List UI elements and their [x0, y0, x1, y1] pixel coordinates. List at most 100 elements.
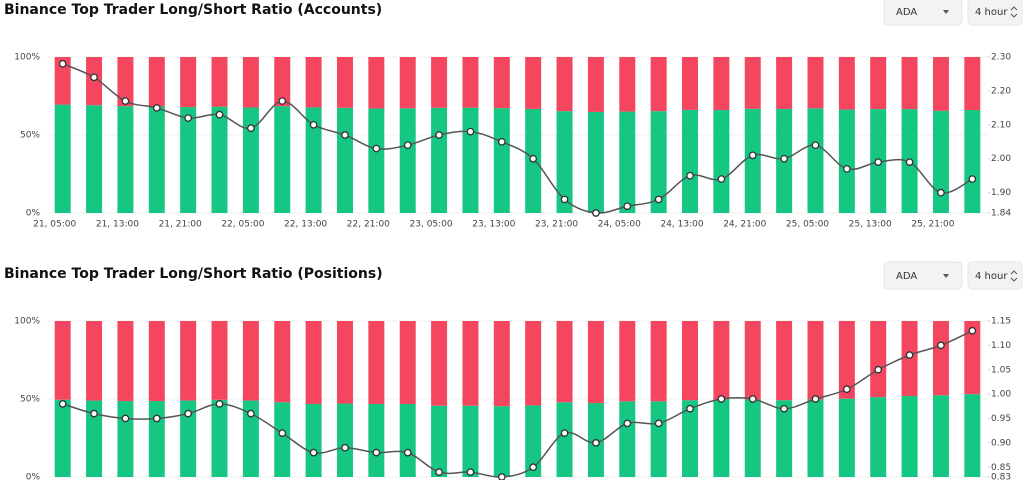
x-tick-label: 23, 13:00	[472, 220, 515, 230]
bar-segment	[305, 107, 322, 213]
ratio-point	[842, 165, 851, 173]
interval-caret[interactable]	[1010, 6, 1018, 18]
bar-segment	[744, 399, 761, 477]
x-tick-label: 25, 21:00	[911, 220, 954, 230]
ratio-point	[905, 351, 914, 359]
bar-segment	[587, 57, 604, 112]
bar-segment	[274, 402, 291, 477]
asset-selector[interactable]: ADA	[883, 0, 963, 26]
y-tick-label: 100%	[14, 53, 40, 63]
y2-tick-label: 0.90	[991, 438, 1011, 448]
interval-selector[interactable]: 4 hour	[967, 0, 1023, 26]
bar-segment	[932, 110, 949, 213]
ratio-point	[435, 131, 443, 139]
bar-segment	[619, 401, 636, 477]
x-tick-label: 22, 21:00	[347, 220, 390, 230]
y-tick-label: 50%	[20, 395, 40, 405]
asset-selector[interactable]: ADA	[883, 261, 963, 290]
bar-segment	[336, 107, 353, 213]
ratio-point	[717, 175, 726, 183]
bar-segment	[619, 321, 636, 402]
x-tick-label: 21, 21:00	[159, 220, 202, 230]
bar-segment	[870, 321, 887, 398]
bar-segment	[493, 108, 510, 213]
ratio-point	[874, 158, 883, 166]
bar-segment	[901, 57, 918, 110]
ratio-point	[497, 473, 506, 480]
ratio-point	[372, 448, 381, 457]
bar-segment	[274, 106, 291, 213]
ratio-line	[62, 63, 973, 214]
y-tick-label: 100%	[14, 317, 40, 327]
interval-value[interactable]: 4 hour	[975, 7, 1008, 18]
ratio-point	[874, 365, 883, 374]
bar-segment	[964, 394, 981, 477]
bar-segment	[368, 403, 385, 477]
y2-tick-label: 1.00	[991, 390, 1011, 400]
x-tick-label: 23, 05:00	[410, 220, 453, 230]
y2-tick-label: 2.30	[991, 53, 1011, 63]
bar-segment	[556, 57, 573, 112]
y2-tick-label: 1.90	[991, 188, 1011, 198]
selector-caret[interactable]	[943, 274, 949, 278]
bar-segment	[211, 106, 228, 213]
selector-caret[interactable]	[943, 10, 949, 14]
bar-segment	[368, 57, 385, 109]
bar-segment	[117, 106, 134, 213]
ratio-point	[435, 468, 443, 476]
bar-segment	[744, 321, 761, 400]
bar-segment	[117, 321, 134, 402]
bar-segment	[305, 57, 322, 108]
selector-box[interactable]	[883, 261, 963, 290]
ratio-point	[654, 195, 663, 204]
ratio-point	[58, 59, 67, 68]
bar-segment	[148, 106, 165, 213]
selector-box[interactable]	[883, 0, 963, 26]
ratio-point	[372, 144, 381, 153]
selector-value[interactable]: ADA	[896, 271, 917, 282]
ratio-point	[247, 124, 255, 133]
bar-segment	[807, 57, 824, 109]
interval-box[interactable]	[967, 261, 1023, 290]
interval-value[interactable]: 4 hour	[975, 271, 1008, 282]
bar-segment	[180, 107, 197, 213]
x-tick-label: 21, 05:00	[33, 220, 76, 230]
bar-segment	[462, 321, 479, 406]
ratio-point	[403, 448, 412, 457]
bar-segment	[274, 57, 291, 107]
bar-segment	[180, 400, 197, 477]
bar-segment	[650, 111, 667, 213]
ratio-point	[968, 175, 977, 183]
bar-segment	[399, 321, 416, 404]
y-tick-label: 0%	[26, 473, 41, 480]
bar-segment	[776, 400, 793, 477]
bar-segment	[54, 104, 71, 213]
ratio-point	[341, 131, 349, 139]
bar-segment	[148, 401, 165, 477]
bar-segment	[838, 398, 855, 477]
bar-segment	[462, 57, 479, 108]
bar-segment	[870, 397, 887, 477]
ratio-point	[497, 137, 506, 146]
chart-panel: Binance Top Trader Long/Short Ratio (Pos…	[4, 261, 1023, 480]
interval-selector[interactable]: 4 hour	[967, 261, 1023, 290]
ratio-point	[937, 341, 945, 350]
x-tick-label: 24, 05:00	[598, 220, 641, 230]
y-tick-label: 0%	[26, 209, 41, 219]
ratio-point	[184, 409, 192, 418]
interval-caret[interactable]	[1010, 270, 1018, 282]
interval-box[interactable]	[967, 0, 1023, 26]
selector-value[interactable]: ADA	[896, 7, 917, 18]
ratio-point	[152, 414, 161, 423]
ratio-point	[90, 409, 98, 418]
bar-segment	[86, 105, 103, 213]
bar-segment	[493, 406, 510, 477]
ratio-point	[90, 73, 98, 82]
ratio-point	[623, 202, 632, 211]
bar-segment	[619, 57, 636, 112]
bar-segment	[682, 109, 699, 213]
bar-segment	[399, 57, 416, 109]
bar-segment	[650, 57, 667, 112]
bar-segment	[932, 321, 949, 396]
bar-segment	[54, 399, 71, 477]
